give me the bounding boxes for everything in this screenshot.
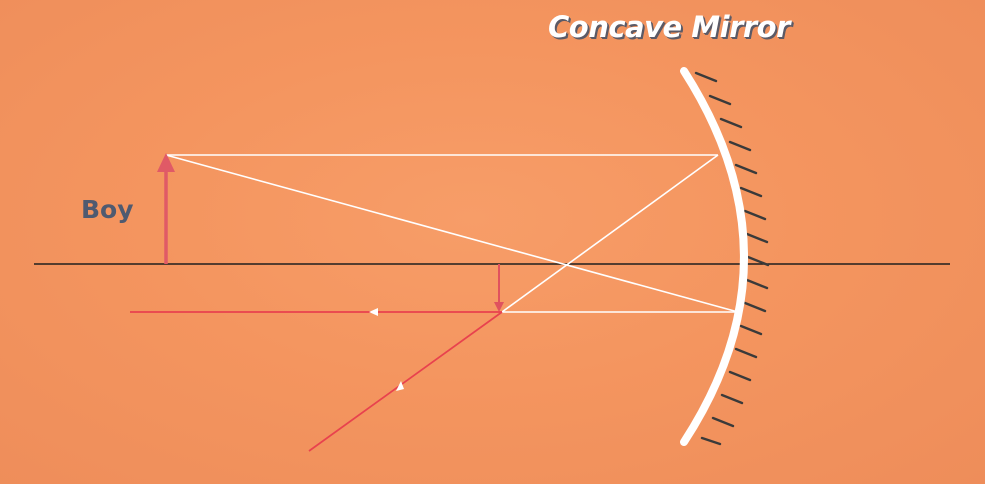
reflected-ray-from-top [501, 154, 719, 313]
direction-arrow-diagonal [396, 381, 404, 391]
direction-arrow-left [369, 308, 378, 316]
mirror-hatching [694, 71, 770, 446]
object-label: Boy [81, 195, 134, 224]
image-arrow [494, 264, 504, 312]
reflected-ray-diagonal [308, 311, 503, 452]
observer-rays [130, 311, 503, 452]
ray-to-mirror-through-center [165, 154, 739, 313]
diagram-title: Concave Mirror [548, 10, 790, 44]
concave-mirror [680, 67, 748, 446]
object-arrow [157, 153, 175, 264]
white-rays [165, 154, 739, 313]
